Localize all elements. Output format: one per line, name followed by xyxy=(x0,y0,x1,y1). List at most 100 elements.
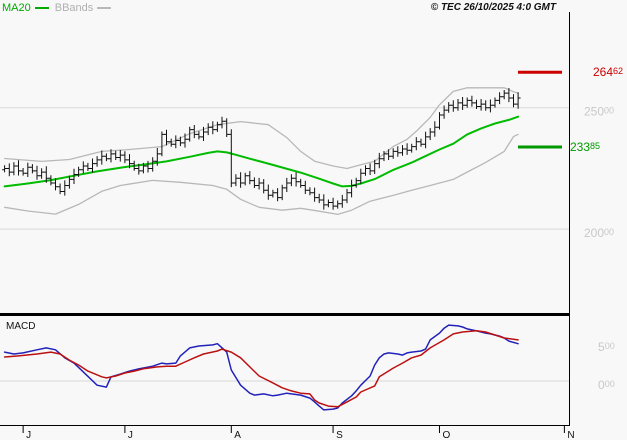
month-label: J xyxy=(26,430,31,440)
price-overlays xyxy=(3,87,520,216)
legend-ma20-label: MA20 xyxy=(2,2,31,14)
ohlc-bar xyxy=(339,194,345,208)
month-label: N xyxy=(567,430,574,440)
ohlc-bar xyxy=(460,97,466,110)
ohlc-bar xyxy=(349,179,355,198)
ohlc-bar xyxy=(66,175,72,189)
ohlc-bar xyxy=(325,199,331,208)
ohlc-bar xyxy=(372,159,378,174)
ohlc-bar xyxy=(20,168,26,176)
ohlc-bar xyxy=(418,138,424,147)
ohlc-bar xyxy=(57,183,63,195)
ohlc-bar xyxy=(474,99,479,109)
ohlc-bar xyxy=(469,95,475,107)
ohlc-bar xyxy=(376,152,382,169)
ohlc-bar xyxy=(196,131,202,140)
ohlc-bar xyxy=(182,133,188,148)
ohlc-bar xyxy=(219,116,225,129)
ohlc-bar xyxy=(62,180,68,196)
ohlc-bar xyxy=(353,177,359,188)
ohlc-bar xyxy=(131,160,137,171)
ohlc-bar xyxy=(214,121,220,132)
ohlc-bar xyxy=(108,149,114,163)
ohlc-bar xyxy=(307,187,313,196)
support-label: 23385 xyxy=(570,140,600,154)
ohlc-bar xyxy=(321,194,327,210)
ohlc-bar xyxy=(117,150,123,162)
panel-separator xyxy=(0,313,570,316)
ohlc-bar xyxy=(224,118,230,137)
ohlc-bar xyxy=(251,177,257,188)
ohlc-bar xyxy=(48,175,54,186)
bollinger-upper-line xyxy=(3,87,519,170)
ohlc-bar xyxy=(302,180,308,194)
ohlc-bar xyxy=(432,121,438,137)
ohlc-bar xyxy=(205,123,211,136)
copyright-text: © TEC 26/10/2025 4:0 GMT xyxy=(430,2,556,13)
ohlc-bar xyxy=(39,168,45,179)
legend-bbands-label: BBands xyxy=(54,2,94,14)
ohlc-bar xyxy=(492,97,498,108)
ohlc-bars xyxy=(2,88,521,210)
ohlc-bar xyxy=(29,164,35,174)
ohlc-bar xyxy=(177,136,183,147)
ohlc-bar xyxy=(122,151,128,164)
ohlc-bar xyxy=(90,158,95,173)
ohlc-bar xyxy=(330,197,336,210)
ohlc-bar xyxy=(201,126,206,141)
ohlc-bar xyxy=(367,163,373,175)
ohlc-bar xyxy=(381,151,387,162)
ohlc-bar xyxy=(358,168,364,185)
ohlc-bar xyxy=(483,100,489,111)
ohlc-bar xyxy=(43,166,49,183)
ohlc-bar xyxy=(53,178,58,191)
ohlc-bar xyxy=(455,99,461,111)
ohlc-bar xyxy=(233,174,239,187)
ma20-line xyxy=(3,115,520,188)
ohlc-bar xyxy=(344,188,350,204)
legend-item-bbands: BBands xyxy=(55,2,112,14)
ohlc-bar xyxy=(150,157,156,172)
ohlc-bar xyxy=(284,177,290,192)
ohlc-bar xyxy=(25,162,31,177)
ohlc-bar xyxy=(298,178,304,188)
ohlc-bar xyxy=(293,172,299,187)
ohlc-bar xyxy=(187,126,193,142)
ohlc-bar xyxy=(316,193,322,204)
ohlc-bar xyxy=(497,92,503,105)
ohlc-bar xyxy=(228,129,234,188)
ohlc-bar xyxy=(242,172,248,186)
price-gridlines: 25000 20000 xyxy=(0,105,614,240)
ohlc-bar xyxy=(127,154,132,169)
ohlc-bar xyxy=(506,88,512,103)
ohlc-bar xyxy=(2,165,8,173)
ohlc-bar xyxy=(154,148,160,166)
ohlc-bar xyxy=(210,121,216,135)
ohlc-bar xyxy=(437,112,442,130)
bbands-line-swatch xyxy=(97,7,112,9)
ohlc-bar xyxy=(395,146,401,157)
ohlc-bar xyxy=(113,150,119,160)
chart-frame xyxy=(0,12,570,426)
resistance-label: 26462 xyxy=(593,65,623,79)
ohlc-bar xyxy=(515,92,521,109)
ohlc-bar xyxy=(103,153,109,162)
ohlc-bar xyxy=(478,99,484,111)
macd-panel: 500 000 xyxy=(0,324,615,411)
ohlc-bar xyxy=(413,137,419,151)
ohlc-bar xyxy=(450,100,456,112)
ohlc-bar xyxy=(140,162,146,174)
macd-signal-line xyxy=(3,330,519,408)
ohlc-bar xyxy=(16,160,21,176)
ohlc-bar xyxy=(335,200,341,209)
ma20-line-swatch xyxy=(34,7,49,9)
month-label: S xyxy=(336,430,343,440)
ohlc-bar xyxy=(164,129,169,146)
ohlc-bar xyxy=(168,138,174,147)
ohlc-bar xyxy=(427,128,433,140)
ohlc-bar xyxy=(85,162,91,171)
ohlc-bar xyxy=(400,145,405,156)
